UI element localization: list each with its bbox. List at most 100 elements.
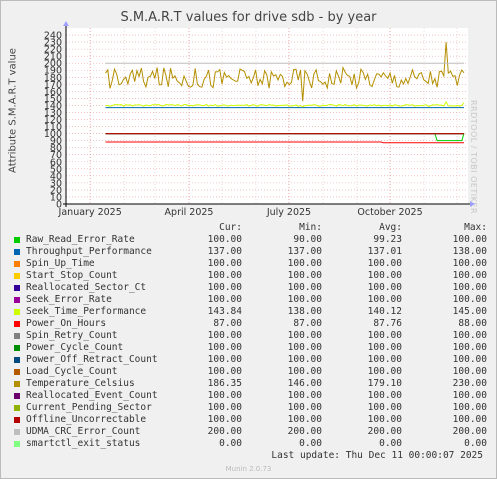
legend-max: 100.00 <box>452 282 487 293</box>
legend-avg: 140.12 <box>367 306 402 317</box>
legend-name: Seek_Error_Rate <box>26 294 112 305</box>
legend-swatch <box>14 357 20 363</box>
x-tick-label: April 2025 <box>165 207 214 218</box>
y-tick-label: 180 <box>44 73 62 84</box>
legend-max: 100.00 <box>452 390 487 401</box>
plot-background <box>66 28 468 204</box>
y-tick-label: 140 <box>44 101 62 112</box>
legend-avg: 99.23 <box>373 234 402 245</box>
y-tick-labels: 0102030405060708090100110120130140150160… <box>44 31 62 211</box>
legend-avg: 179.10 <box>367 378 402 389</box>
x-tick-label: January 2025 <box>58 207 122 218</box>
legend-max: 230.00 <box>452 378 487 389</box>
legend-header-row: Cur: Min: Avg: Max: <box>12 222 487 234</box>
chart-title: S.M.A.R.T values for drive sdb - by year <box>120 10 377 25</box>
legend-cur: 200.00 <box>207 426 242 437</box>
header-max: Max: <box>464 222 487 233</box>
legend-name: Power_Cycle_Count <box>26 342 124 353</box>
legend-name: Power_Off_Retract_Count <box>26 354 158 365</box>
plot-area: 0102030405060708090100110120130140150160… <box>44 21 475 218</box>
legend-max: 100.00 <box>452 330 487 341</box>
legend-max: 100.00 <box>452 354 487 365</box>
legend-max: 100.00 <box>452 258 487 269</box>
legend-min: 100.00 <box>287 270 322 281</box>
y-tick-label: 70 <box>50 150 62 161</box>
legend-min: 200.00 <box>287 426 322 437</box>
y-tick-label: 100 <box>44 129 62 140</box>
y-tick-label: 200 <box>44 59 62 70</box>
legend-cur: 100.00 <box>207 234 242 245</box>
legend-min: 87.00 <box>293 318 322 329</box>
legend-min: 137.00 <box>287 246 322 257</box>
legend-cur: 87.00 <box>213 318 242 329</box>
legend-row: smartctl_exit_status 0.00 0.00 0.00 0.00 <box>12 438 487 450</box>
legend-row: Power_Cycle_Count 100.00 100.00 100.00 100.0… <box>12 342 487 354</box>
legend-min: 100.00 <box>287 402 322 413</box>
legend-avg: 100.00 <box>367 330 402 341</box>
legend-avg: 100.00 <box>367 402 402 413</box>
legend-min: 100.00 <box>287 414 322 425</box>
legend-min: 100.00 <box>287 342 322 353</box>
y-tick-label: 60 <box>50 157 62 168</box>
series-lines <box>67 42 468 205</box>
x-tick-label: October 2025 <box>357 207 422 218</box>
legend-row: Throughput_Performance 137.00 137.00 137.01… <box>12 246 487 258</box>
legend-cur: 186.35 <box>207 378 242 389</box>
legend-swatch <box>14 333 20 339</box>
legend-max: 145.00 <box>452 306 487 317</box>
legend-avg: 100.00 <box>367 414 402 425</box>
legend-swatch <box>14 273 20 279</box>
legend-cur: 100.00 <box>207 342 242 353</box>
header-avg: Avg: <box>379 222 402 233</box>
legend-name: UDMA_CRC_Error_Count <box>26 426 141 437</box>
legend-max: 100.00 <box>452 366 487 377</box>
legend-row: Raw_Read_Error_Rate 100.00 90.00 99.23 100.0… <box>12 234 487 246</box>
legend-swatch <box>14 405 20 411</box>
legend-row: Offline_Uncorrectable 100.00 100.00 100.00 1… <box>12 414 487 426</box>
y-tick-label: 110 <box>44 122 62 133</box>
legend-swatch <box>14 237 20 243</box>
y-tick-label: 130 <box>44 108 62 119</box>
legend-avg: 137.01 <box>367 246 402 257</box>
legend-cur: 100.00 <box>207 330 242 341</box>
legend-swatch <box>14 261 20 267</box>
legend-avg: 100.00 <box>367 366 402 377</box>
legend-min: 0.00 <box>299 438 322 449</box>
legend-row: Start_Stop_Count 100.00 100.00 100.00 100.00 <box>12 270 487 282</box>
legend-avg: 0.00 <box>379 438 402 449</box>
legend-avg: 100.00 <box>367 390 402 401</box>
y-tick-label: 220 <box>44 45 62 56</box>
y-tick-label: 150 <box>44 94 62 105</box>
legend-name: Offline_Uncorrectable <box>26 414 147 425</box>
legend-swatch <box>14 345 20 351</box>
grid <box>66 28 468 205</box>
legend-cur: 100.00 <box>207 282 242 293</box>
legend-max: 100.00 <box>452 270 487 281</box>
legend-cur: 0.00 <box>219 438 242 449</box>
x-tick-labels: January 2025 April 2025 July 2025 October 2… <box>58 207 423 218</box>
legend-max: 200.00 <box>452 426 487 437</box>
legend-min: 90.00 <box>293 234 322 245</box>
legend-swatch <box>14 249 20 255</box>
legend-cur: 100.00 <box>207 258 242 269</box>
legend-max: 100.00 <box>452 342 487 353</box>
legend-name: Spin_Up_Time <box>26 258 95 269</box>
legend-min: 138.00 <box>287 306 322 317</box>
series-line-power_on_hours <box>105 141 464 144</box>
legend-name: Power_On_Hours <box>26 318 107 329</box>
legend-name: Temperature_Celsius <box>26 378 135 389</box>
legend-swatch <box>14 429 20 435</box>
legend-name: smartctl_exit_status <box>26 438 141 449</box>
legend-name: Start_Stop_Count <box>26 270 118 281</box>
y-tick-label: 190 <box>44 66 62 77</box>
axes <box>63 21 475 207</box>
legend-cur: 100.00 <box>207 294 242 305</box>
legend-cur: 143.84 <box>207 306 242 317</box>
legend-row: Temperature_Celsius 186.35 146.00 179.10 230… <box>12 378 487 390</box>
legend-avg: 100.00 <box>367 282 402 293</box>
y-tick-label: 10 <box>50 192 62 203</box>
legend-cur: 100.00 <box>207 354 242 365</box>
legend-swatch <box>14 417 20 423</box>
y-tick-label: 160 <box>44 87 62 98</box>
legend-name: Current_Pending_Sector <box>26 402 152 413</box>
